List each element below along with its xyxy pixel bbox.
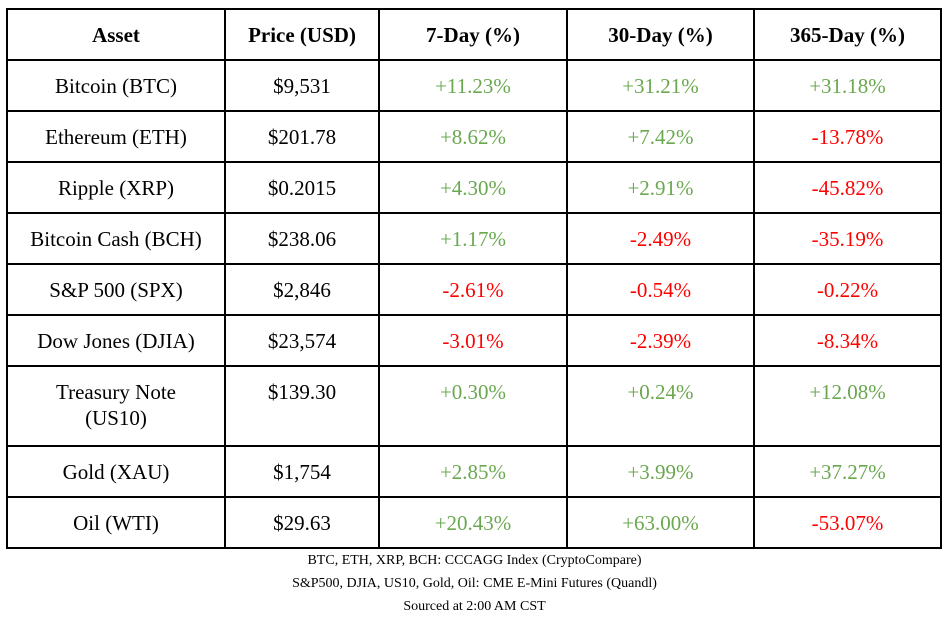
column-header: Asset [6,8,226,61]
asset-name-cell: Treasury Note (US10) [6,365,226,447]
asset-name-cell: Bitcoin (BTC) [6,59,226,112]
change-cell: -45.82% [753,161,942,214]
price-cell: $238.06 [224,212,380,265]
asset-name-cell: Dow Jones (DJIA) [6,314,226,367]
change-cell: +31.21% [566,59,755,112]
footer-notes: BTC, ETH, XRP, BCH: CCCAGG Index (Crypto… [0,549,949,618]
price-cell: $0.2015 [224,161,380,214]
table-row: Treasury Note (US10) $139.30 +0.30% +0.24% +… [6,365,942,447]
asset-name-cell: Gold (XAU) [6,445,226,498]
change-cell: +63.00% [566,496,755,549]
change-cell: +37.27% [753,445,942,498]
change-cell: -13.78% [753,110,942,163]
price-cell: $9,531 [224,59,380,112]
asset-name-cell: Ripple (XRP) [6,161,226,214]
change-cell: +0.24% [566,365,755,447]
table-row: Dow Jones (DJIA) $23,574 -3.01% -2.39% -8.34… [6,314,942,367]
asset-performance-table: Asset Price (USD) 7-Day (%) 30-Day (%) 365-D… [6,8,942,549]
change-cell: -3.01% [378,314,568,367]
footer-line: BTC, ETH, XRP, BCH: CCCAGG Index (Crypto… [307,553,642,568]
column-header: 365-Day (%) [753,8,942,61]
change-cell: +7.42% [566,110,755,163]
change-cell: -2.39% [566,314,755,367]
change-cell: -35.19% [753,212,942,265]
change-cell: +2.91% [566,161,755,214]
change-cell: -0.54% [566,263,755,316]
table-row: Ripple (XRP) $0.2015 +4.30% +2.91% -45.82% [6,161,942,214]
price-cell: $23,574 [224,314,380,367]
change-cell: -2.61% [378,263,568,316]
change-cell: -8.34% [753,314,942,367]
change-cell: +31.18% [753,59,942,112]
change-cell: +4.30% [378,161,568,214]
footer-line: S&P500, DJIA, US10, Gold, Oil: CME E-Min… [292,576,657,591]
price-cell: $139.30 [224,365,380,447]
change-cell: -53.07% [753,496,942,549]
table-row: Oil (WTI) $29.63 +20.43% +63.00% -53.07% [6,496,942,549]
change-cell: +2.85% [378,445,568,498]
table-row: Gold (XAU) $1,754 +2.85% +3.99% +37.27% [6,445,942,498]
asset-name-cell: S&P 500 (SPX) [6,263,226,316]
column-header: 7-Day (%) [378,8,568,61]
asset-name-cell: Ethereum (ETH) [6,110,226,163]
footer-line: Sourced at 2:00 AM CST [403,599,546,614]
table-row: Bitcoin (BTC) $9,531 +11.23% +31.21% +31.18% [6,59,942,112]
price-cell: $201.78 [224,110,380,163]
column-header: Price (USD) [224,8,380,61]
change-cell: +1.17% [378,212,568,265]
price-cell: $1,754 [224,445,380,498]
change-cell: +11.23% [378,59,568,112]
change-cell: +12.08% [753,365,942,447]
change-cell: +8.62% [378,110,568,163]
change-cell: -0.22% [753,263,942,316]
price-cell: $29.63 [224,496,380,549]
price-cell: $2,846 [224,263,380,316]
change-cell: +0.30% [378,365,568,447]
asset-name-cell: Oil (WTI) [6,496,226,549]
change-cell: +20.43% [378,496,568,549]
column-header: 30-Day (%) [566,8,755,61]
table-row: S&P 500 (SPX) $2,846 -2.61% -0.54% -0.22% [6,263,942,316]
table-row: Ethereum (ETH) $201.78 +8.62% +7.42% -13.78% [6,110,942,163]
table-row: Bitcoin Cash (BCH) $238.06 +1.17% -2.49% -35… [6,212,942,265]
header-row: Asset Price (USD) 7-Day (%) 30-Day (%) 365-D… [6,8,942,61]
asset-name-cell: Bitcoin Cash (BCH) [6,212,226,265]
change-cell: +3.99% [566,445,755,498]
change-cell: -2.49% [566,212,755,265]
